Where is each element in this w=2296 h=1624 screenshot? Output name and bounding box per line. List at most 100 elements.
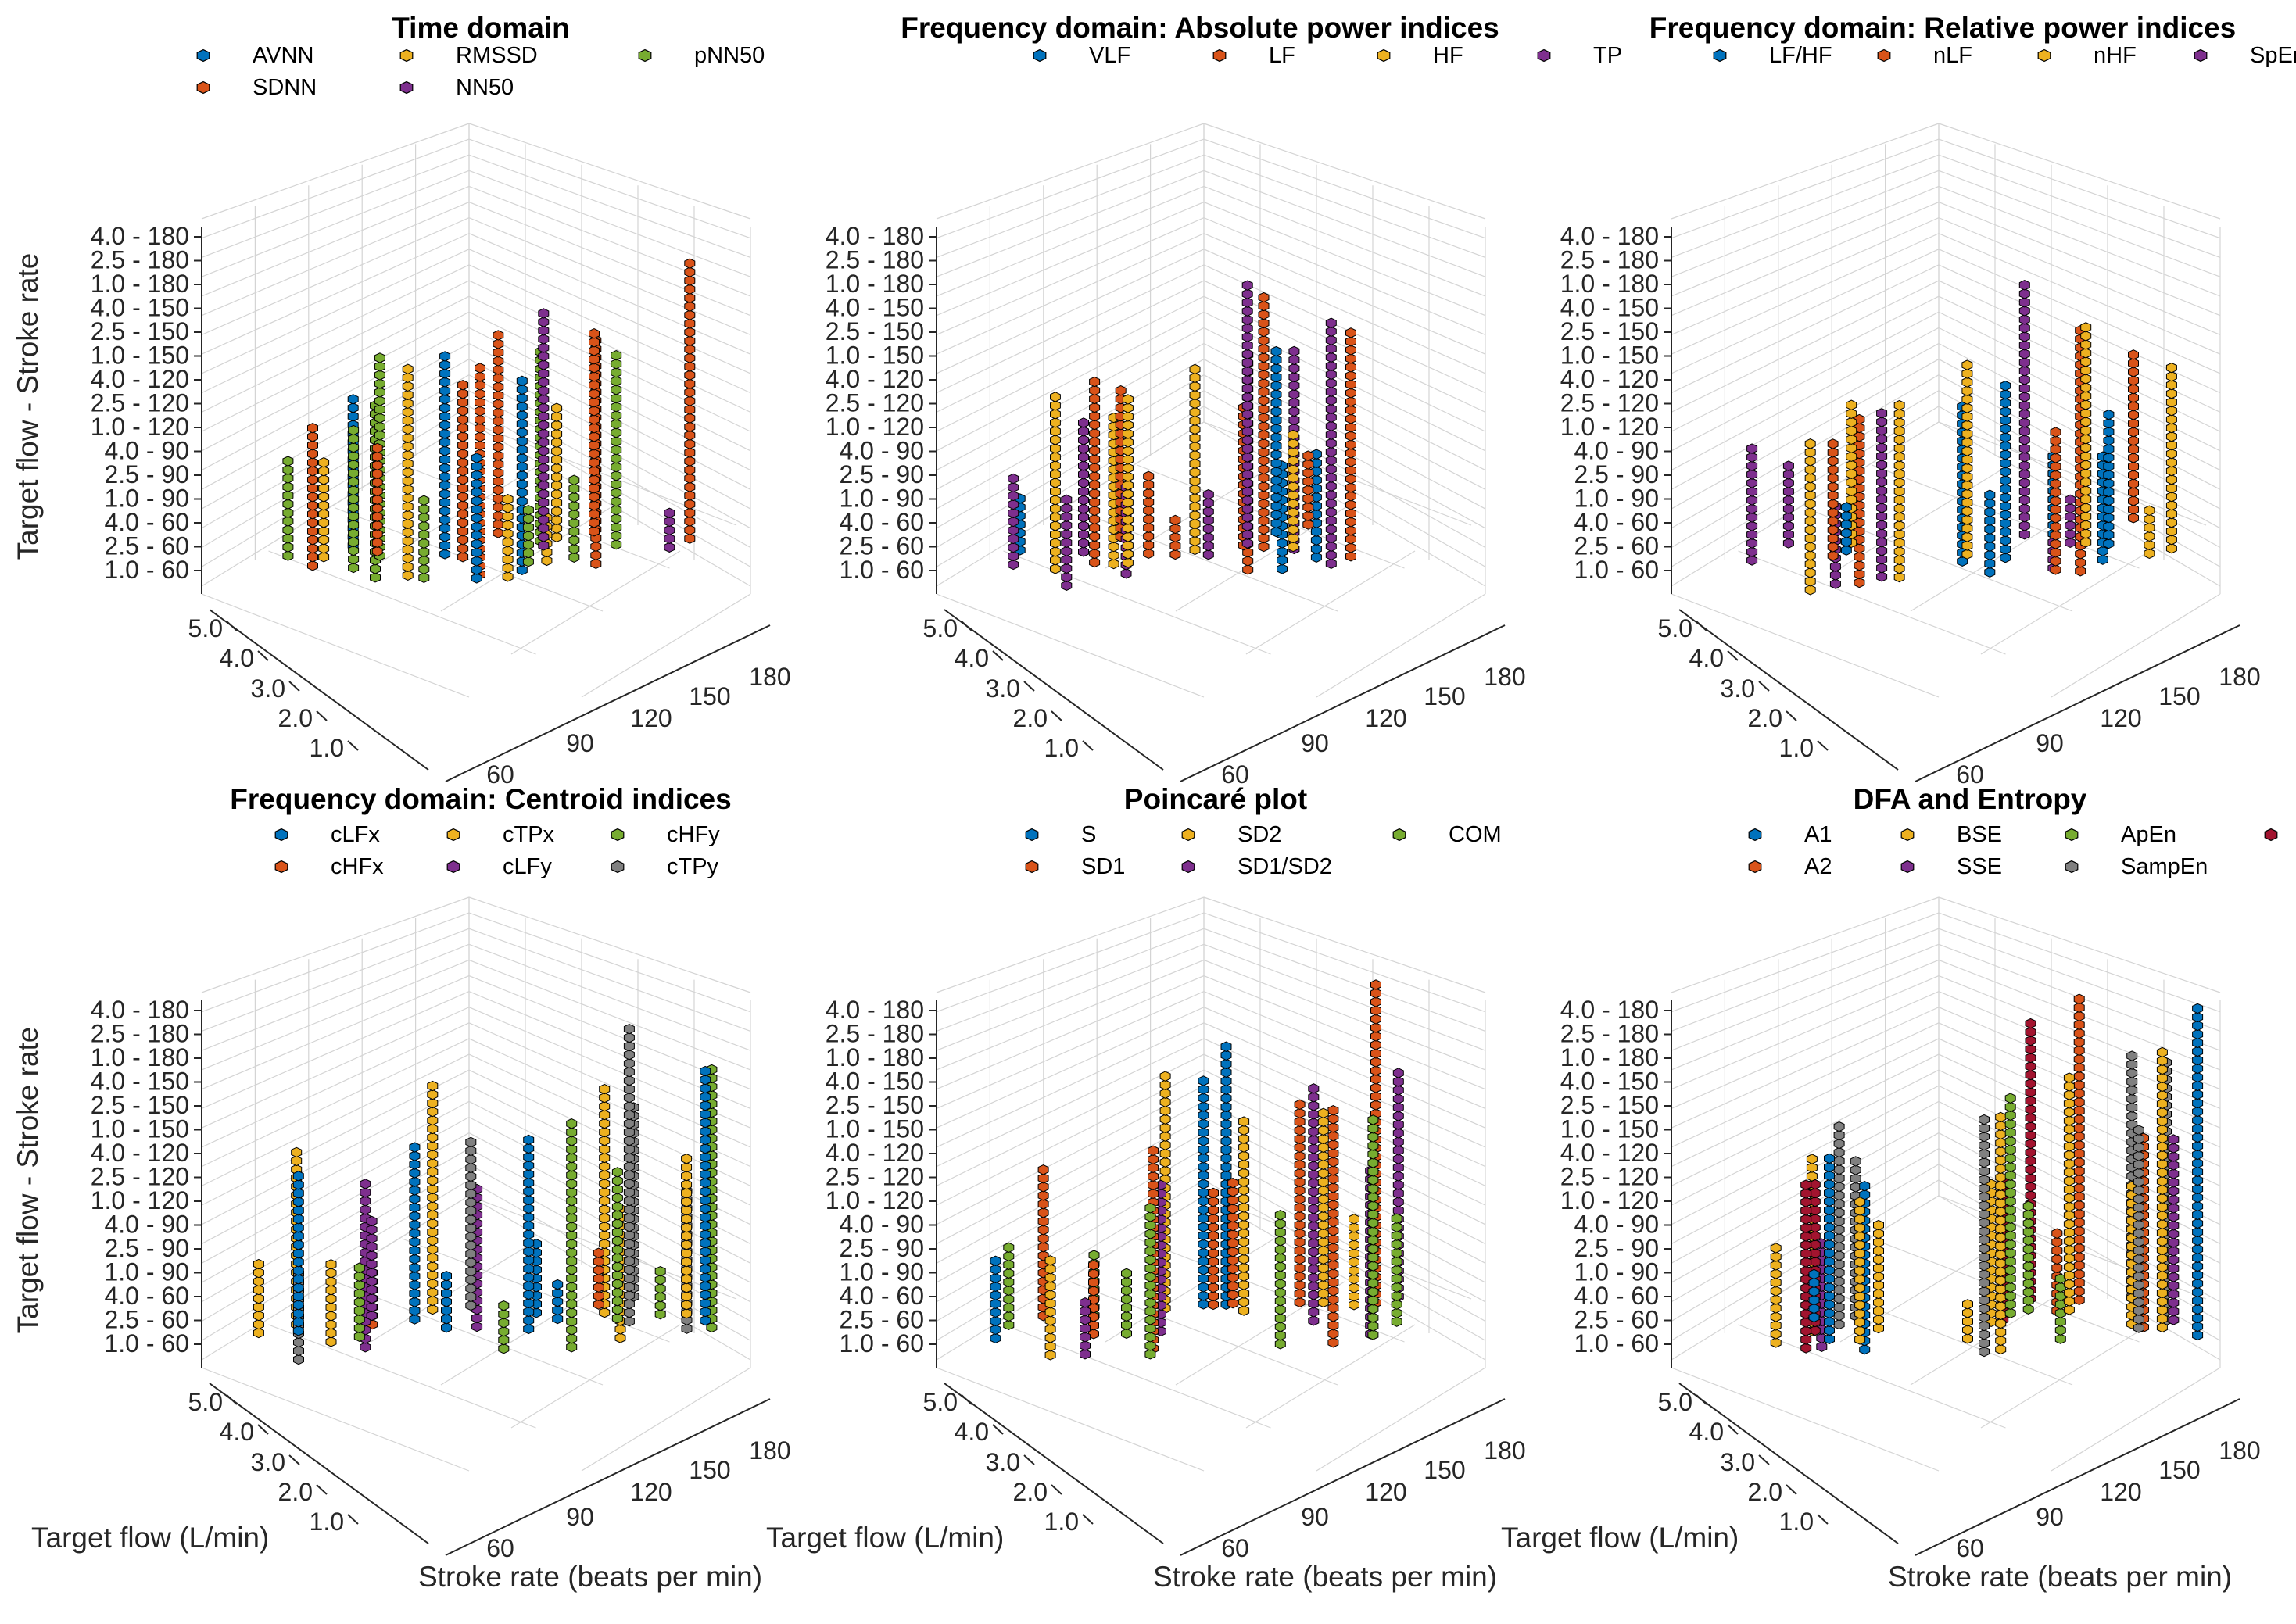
data-point: [427, 1175, 439, 1186]
data-point: [1876, 537, 1888, 548]
data-point: [1854, 1239, 1866, 1250]
x-tick-label: 120: [2100, 704, 2141, 732]
data-point: [990, 1315, 1001, 1327]
data-point: [353, 1331, 365, 1342]
z-tick-label: 2.5 - 60: [839, 1306, 924, 1334]
data-point: [990, 1281, 1001, 1293]
data-point: [1061, 528, 1073, 540]
data-point: [551, 402, 563, 413]
data-point: [1202, 523, 1214, 535]
data-point: [1274, 1210, 1286, 1221]
data-point: [1220, 1041, 1232, 1052]
data-point: [2192, 1269, 2204, 1281]
data-point: [1310, 500, 1322, 511]
data-point: [516, 444, 528, 456]
data-point: [1746, 520, 1758, 531]
data-point: [1893, 520, 1905, 531]
data-point: [292, 1291, 304, 1302]
grid-line: [1671, 327, 1940, 471]
data-point: [427, 1192, 439, 1204]
data-point: [1873, 1262, 1884, 1274]
z-tick-label: 1.0 - 120: [826, 413, 924, 441]
data-point: [1122, 514, 1134, 525]
grid-line: [936, 327, 1205, 471]
data-point: [2192, 1218, 2204, 1229]
data-point: [1144, 1237, 1156, 1248]
z-tick-label: 2.5 - 90: [839, 1234, 924, 1262]
data-point: [475, 388, 485, 399]
data-point: [566, 1187, 578, 1198]
data-point: [684, 284, 696, 295]
data-point: [681, 1239, 693, 1250]
data-point: [2156, 1253, 2168, 1265]
data-point: [1349, 1257, 1359, 1268]
grid-line: [936, 1148, 1205, 1303]
data-point: [1294, 1133, 1306, 1145]
grid-line: [1203, 1195, 1486, 1361]
data-point: [700, 1254, 711, 1266]
data-point: [700, 1272, 711, 1283]
data-point: [1121, 1311, 1132, 1322]
data-point: [1143, 470, 1155, 482]
data-point: [1003, 1311, 1015, 1322]
data-point: [2080, 494, 2092, 505]
data-point: [1317, 1219, 1329, 1231]
y-tick: [1051, 1484, 1062, 1495]
data-point: [1003, 1250, 1015, 1262]
data-point: [1241, 409, 1253, 420]
data-point: [370, 572, 381, 583]
data-point: [1327, 1337, 1339, 1348]
grid-line: [1203, 185, 1486, 297]
data-point: [1089, 453, 1101, 465]
data-point: [1979, 1174, 1990, 1186]
data-point: [611, 1253, 623, 1264]
data-point: [523, 1229, 535, 1240]
z-tick-label: 2.5 - 180: [91, 246, 189, 274]
data-point: [318, 466, 330, 477]
data-point: [2080, 417, 2092, 427]
data-point: [307, 474, 318, 485]
data-point: [2080, 408, 2092, 419]
grid-line: [468, 406, 751, 567]
data-point: [2126, 1102, 2138, 1113]
grid-line: [1938, 249, 2221, 374]
data-point: [307, 440, 318, 451]
data-point: [1310, 466, 1322, 477]
data-point: [1294, 1279, 1306, 1291]
data-point: [1122, 480, 1134, 491]
data-point: [427, 1140, 439, 1152]
data-point: [402, 363, 414, 374]
data-point: [2126, 1050, 2138, 1061]
data-point: [307, 483, 318, 494]
data-point: [457, 388, 469, 399]
data-point: [1050, 520, 1061, 531]
legend-marker: [611, 828, 625, 842]
data-point: [402, 458, 414, 469]
z-tick-label: 1.0 - 150: [91, 342, 189, 370]
z-tick-label: 1.0 - 90: [1574, 485, 1659, 513]
data-point: [402, 527, 414, 538]
data-point: [1327, 1243, 1339, 1254]
data-point: [1089, 470, 1101, 482]
data-point: [611, 367, 622, 378]
legend-marker: [1033, 48, 1047, 63]
data-point: [1327, 1311, 1339, 1322]
data-point: [611, 1201, 623, 1212]
data-point: [700, 1289, 711, 1300]
grid-line: [1938, 233, 2221, 355]
data-point: [2025, 1018, 2036, 1029]
data-point: [1294, 1262, 1306, 1274]
data-point: [282, 456, 294, 467]
data-point: [551, 454, 563, 465]
data-point: [2000, 380, 2011, 392]
y-tick-labels: 1.02.03.04.05.0: [923, 614, 1094, 762]
grid-line: [468, 170, 751, 277]
data-point: [611, 392, 622, 404]
data-point: [538, 334, 550, 345]
data-point: [282, 507, 294, 518]
data-point: [2156, 1279, 2168, 1290]
data-point: [427, 1123, 439, 1135]
data-point: [1008, 559, 1019, 571]
data-point: [538, 523, 550, 534]
grid-line: [936, 1022, 1205, 1148]
